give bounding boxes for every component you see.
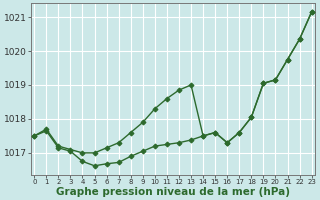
- X-axis label: Graphe pression niveau de la mer (hPa): Graphe pression niveau de la mer (hPa): [56, 187, 290, 197]
